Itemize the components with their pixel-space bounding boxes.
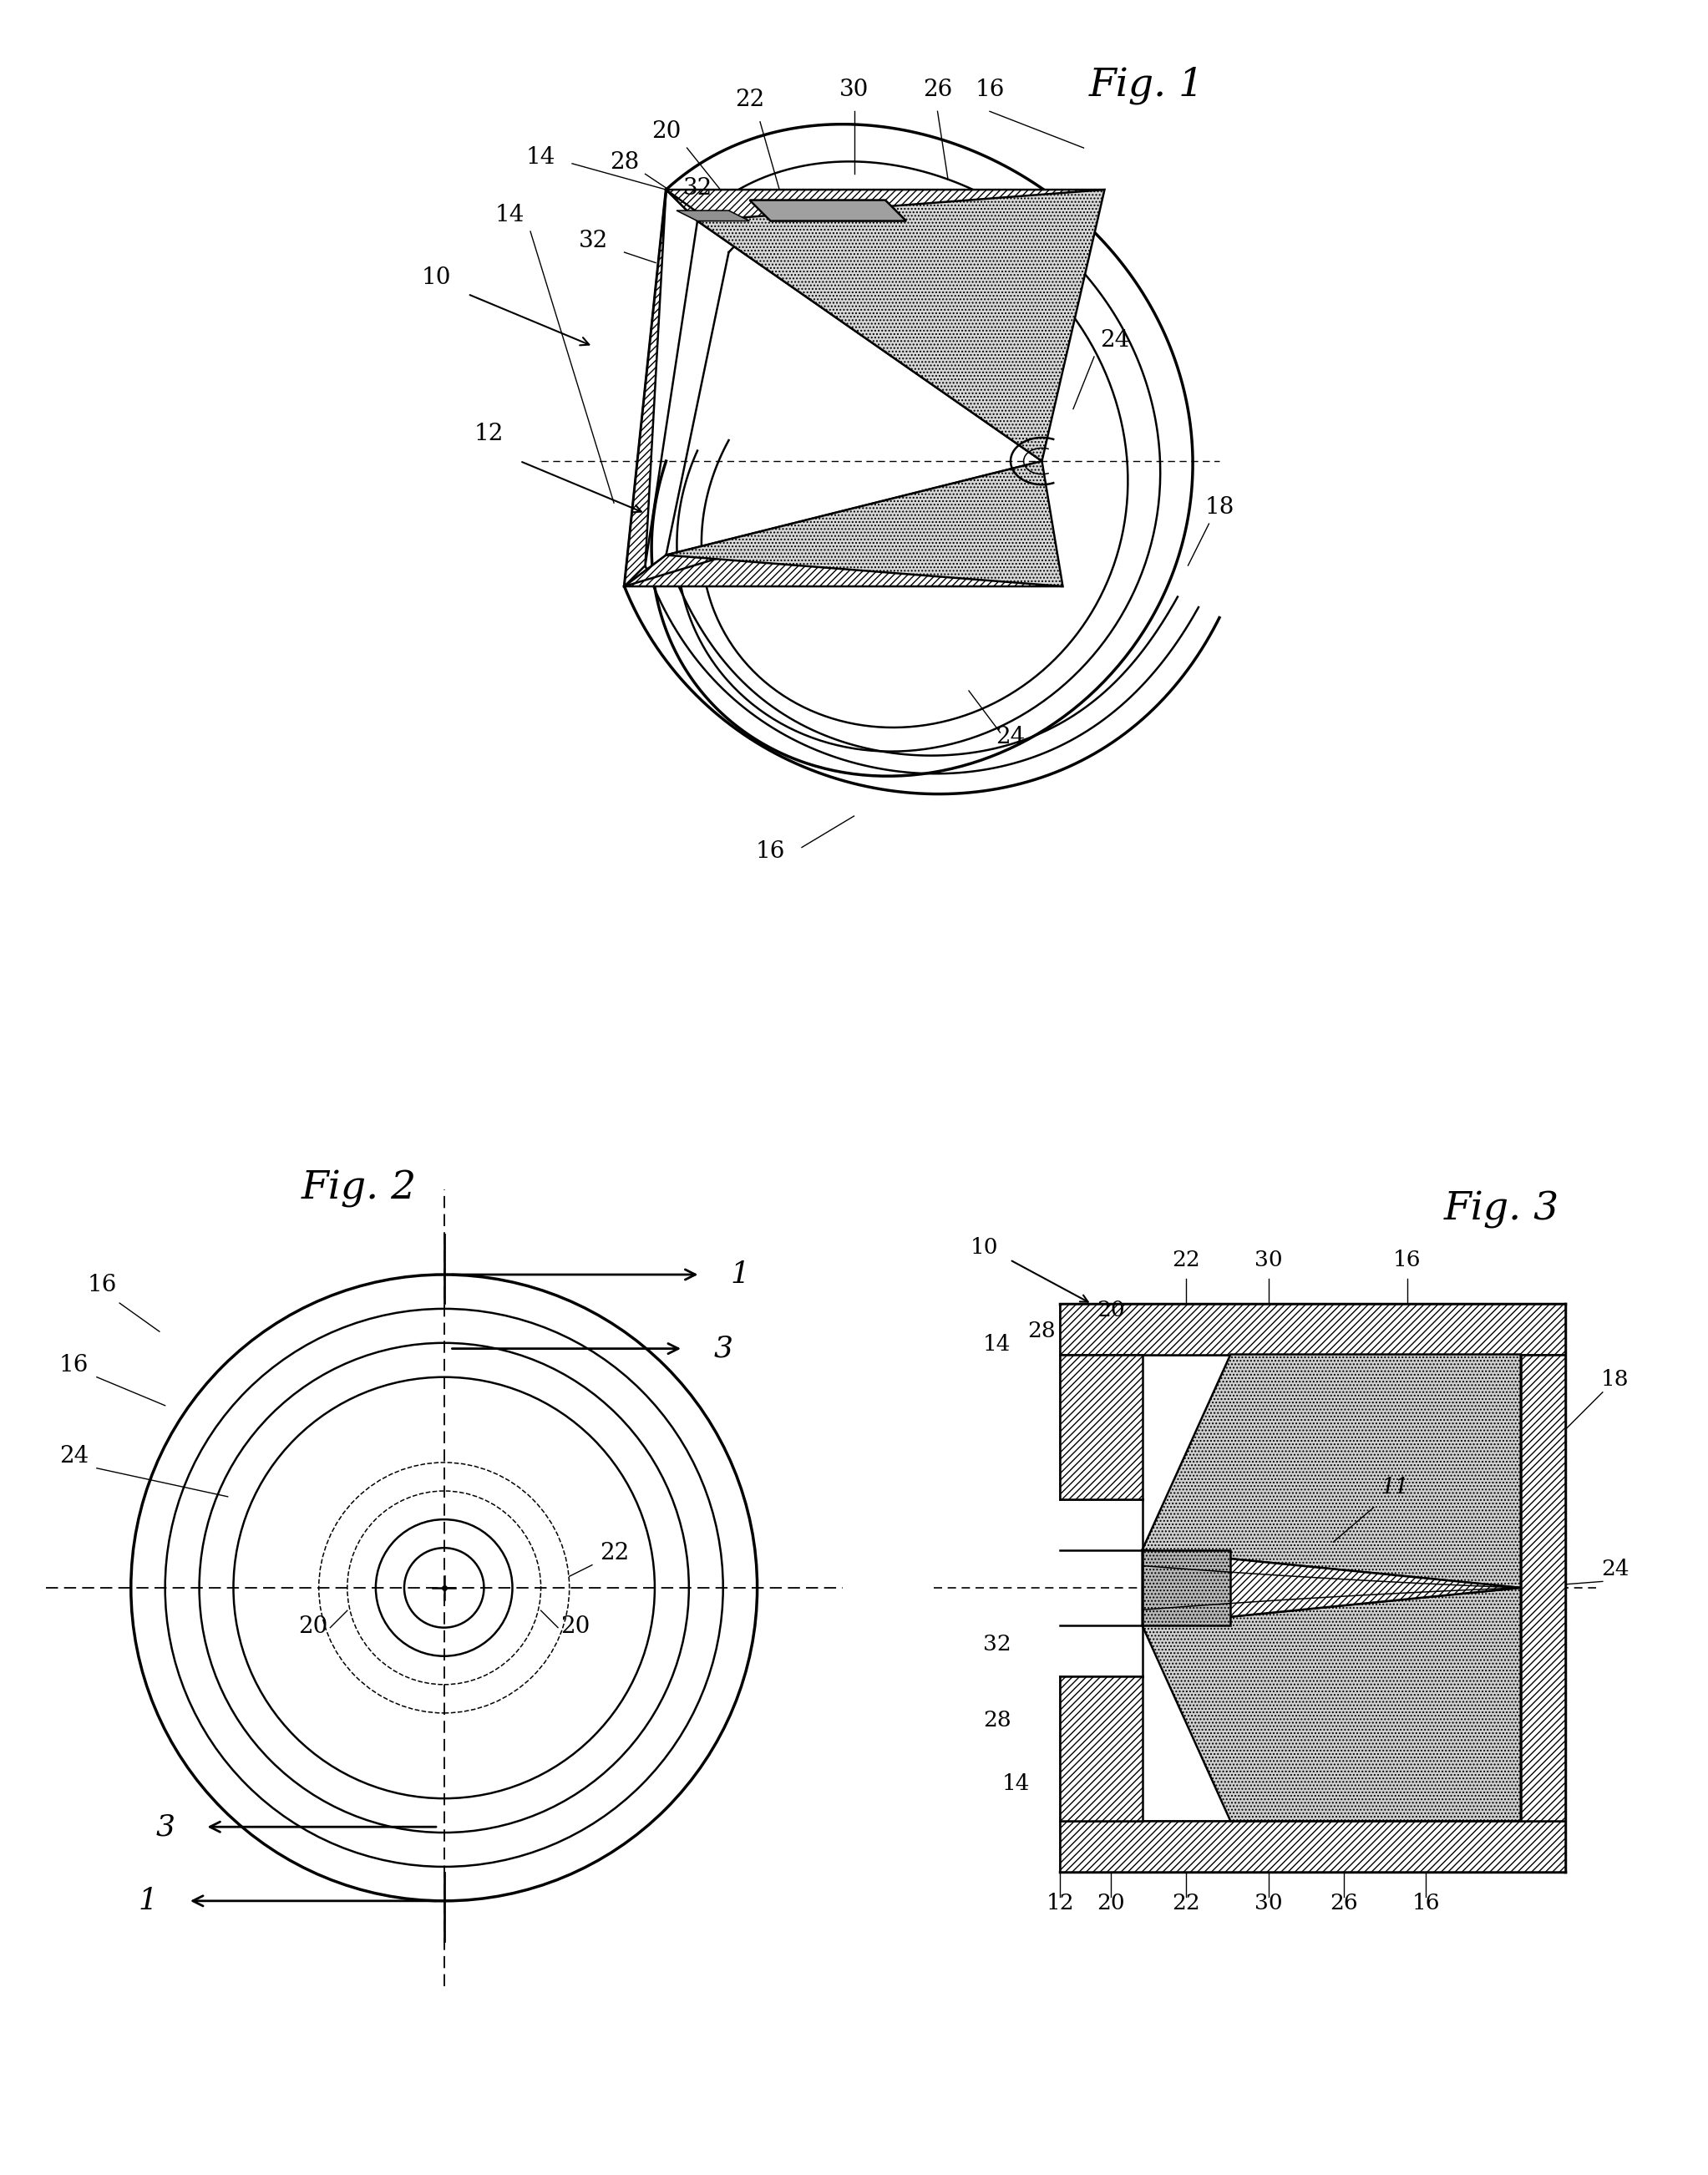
Text: 1: 1 <box>731 1259 750 1290</box>
Text: 24: 24 <box>996 726 1025 748</box>
Polygon shape <box>625 461 1042 587</box>
Text: 22: 22 <box>1172 1248 1201 1270</box>
Text: 24: 24 <box>1100 328 1129 352</box>
Text: 18: 18 <box>1204 496 1235 518</box>
Text: 12: 12 <box>473 422 504 446</box>
Text: 11: 11 <box>1380 1477 1409 1496</box>
Polygon shape <box>1520 1355 1565 1820</box>
Text: 20: 20 <box>651 120 681 144</box>
Text: 16: 16 <box>975 78 1004 100</box>
Text: 14: 14 <box>984 1333 1011 1355</box>
Text: 14: 14 <box>1003 1773 1030 1794</box>
Text: 32: 32 <box>984 1633 1011 1655</box>
Polygon shape <box>1143 1551 1230 1625</box>
Polygon shape <box>666 189 1042 461</box>
Text: 16: 16 <box>60 1353 89 1377</box>
Text: 14: 14 <box>526 146 555 170</box>
Polygon shape <box>666 461 1062 587</box>
Text: 16: 16 <box>87 1275 118 1296</box>
Text: 24: 24 <box>60 1444 89 1468</box>
Text: 22: 22 <box>600 1542 630 1564</box>
Text: 30: 30 <box>1254 1248 1283 1270</box>
Text: 26: 26 <box>1331 1892 1358 1914</box>
Polygon shape <box>666 189 1105 222</box>
Polygon shape <box>750 200 907 222</box>
Polygon shape <box>1061 1305 1565 1355</box>
Polygon shape <box>697 189 1105 461</box>
Text: Fig. 3: Fig. 3 <box>1443 1190 1559 1229</box>
Text: 24: 24 <box>1600 1559 1629 1579</box>
Polygon shape <box>1143 1551 1520 1625</box>
Polygon shape <box>1143 1355 1520 1588</box>
Text: 20: 20 <box>299 1616 328 1638</box>
Text: 20: 20 <box>1097 1301 1126 1320</box>
Text: 22: 22 <box>1172 1892 1201 1914</box>
Text: 3: 3 <box>155 1812 174 1840</box>
Text: Fig. 2: Fig. 2 <box>301 1170 417 1207</box>
Text: 16: 16 <box>1413 1892 1440 1914</box>
Polygon shape <box>1061 1820 1565 1870</box>
Text: 12: 12 <box>1047 1892 1074 1914</box>
Text: 10: 10 <box>422 265 451 289</box>
Text: 28: 28 <box>984 1710 1011 1731</box>
Text: 20: 20 <box>1097 1892 1126 1914</box>
Text: 16: 16 <box>1394 1248 1421 1270</box>
Text: 20: 20 <box>560 1616 589 1638</box>
Polygon shape <box>1061 1355 1143 1499</box>
Polygon shape <box>676 211 750 222</box>
Polygon shape <box>1143 1588 1520 1820</box>
Text: 30: 30 <box>839 78 869 100</box>
Text: 32: 32 <box>683 178 712 200</box>
Text: 28: 28 <box>1027 1320 1056 1342</box>
Text: 14: 14 <box>495 204 524 226</box>
Text: 3: 3 <box>714 1335 733 1364</box>
Text: 10: 10 <box>970 1238 999 1257</box>
Polygon shape <box>625 189 666 587</box>
Text: 32: 32 <box>579 231 608 252</box>
Polygon shape <box>625 555 1062 587</box>
Text: 28: 28 <box>610 152 639 174</box>
Text: 1: 1 <box>138 1886 157 1916</box>
Text: 18: 18 <box>1602 1370 1629 1390</box>
Text: Fig. 1: Fig. 1 <box>1088 65 1204 104</box>
Polygon shape <box>1061 1677 1143 1820</box>
Text: 22: 22 <box>734 89 763 111</box>
Text: 26: 26 <box>922 78 953 100</box>
Text: 30: 30 <box>1254 1892 1283 1914</box>
Text: 16: 16 <box>755 840 786 863</box>
